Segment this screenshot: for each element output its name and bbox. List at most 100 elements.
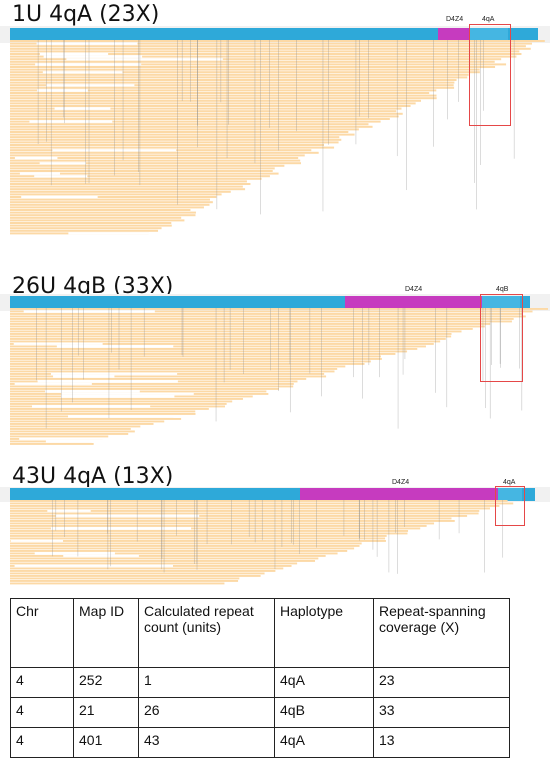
read-bar bbox=[10, 428, 131, 430]
read-bar bbox=[10, 510, 480, 512]
read-bar bbox=[10, 525, 427, 527]
header-cell: Repeat-spanning coverage (X) bbox=[373, 598, 510, 668]
read-bar bbox=[10, 79, 457, 81]
read-bar bbox=[10, 520, 455, 522]
read-gap bbox=[35, 63, 142, 66]
read-bar bbox=[10, 580, 239, 582]
read-gap bbox=[14, 383, 92, 385]
read-bar bbox=[10, 206, 204, 209]
read-gap bbox=[19, 438, 168, 440]
reads-pileup bbox=[10, 40, 545, 235]
read-bar bbox=[10, 400, 233, 403]
read-gap bbox=[39, 53, 109, 55]
panel-3: 43U 4qA (13X) D4Z4 4qA bbox=[0, 460, 550, 590]
read-bar bbox=[10, 66, 496, 68]
read-bar bbox=[10, 388, 279, 390]
read-bar bbox=[10, 355, 381, 358]
read-bar bbox=[10, 313, 523, 315]
haplotype-segment bbox=[482, 296, 520, 309]
table-cell: 4qA bbox=[274, 667, 374, 698]
read-gap bbox=[61, 393, 194, 395]
read-gap bbox=[21, 196, 98, 198]
read-bar bbox=[10, 92, 430, 94]
haplotype-label: 4qA bbox=[503, 479, 516, 486]
read-bar bbox=[10, 81, 455, 84]
read-gap bbox=[45, 440, 182, 443]
read-bar bbox=[10, 540, 386, 542]
read-bar bbox=[10, 517, 452, 520]
reference-bar bbox=[10, 28, 538, 41]
highlight-box bbox=[495, 486, 525, 526]
read-gap bbox=[10, 540, 63, 542]
read-bar bbox=[10, 47, 531, 50]
read-bar bbox=[10, 383, 294, 385]
reads-pileup bbox=[10, 500, 514, 585]
d4z4-segment bbox=[300, 488, 498, 501]
read-bar bbox=[10, 443, 94, 445]
read-bar bbox=[10, 435, 109, 438]
read-bar bbox=[10, 425, 141, 428]
read-bar bbox=[10, 348, 418, 350]
read-bar bbox=[10, 219, 185, 222]
read-gap bbox=[61, 395, 175, 398]
read-bar bbox=[10, 350, 408, 353]
read-bar bbox=[10, 185, 243, 188]
read-bar bbox=[10, 315, 526, 318]
read-bar bbox=[10, 110, 397, 113]
read-bar bbox=[10, 133, 355, 136]
read-bar bbox=[10, 84, 454, 87]
read-bar bbox=[10, 198, 210, 201]
read-bar bbox=[10, 567, 284, 570]
read-gap bbox=[68, 232, 175, 235]
read-bar bbox=[10, 68, 480, 71]
header-cell: Calculated repeat count (units) bbox=[138, 598, 275, 668]
read-bar bbox=[10, 500, 508, 502]
read-gap bbox=[13, 343, 103, 345]
read-bar bbox=[10, 512, 479, 515]
panel-2: 26U 4qB (33X) D4Z4 4qB bbox=[0, 274, 550, 460]
read-bar bbox=[10, 360, 371, 363]
d4z4-label: D4Z4 bbox=[446, 16, 464, 23]
d4z4-label: D4Z4 bbox=[405, 286, 423, 293]
read-bar bbox=[10, 413, 196, 415]
read-bar bbox=[10, 209, 191, 211]
read-bar bbox=[10, 42, 532, 45]
read-gap bbox=[37, 89, 88, 92]
read-bar bbox=[10, 505, 500, 507]
read-bar bbox=[10, 577, 240, 580]
read-bar bbox=[10, 112, 403, 115]
read-gap bbox=[50, 373, 178, 375]
read-bar bbox=[10, 157, 299, 159]
read-bar bbox=[10, 560, 316, 562]
read-gap bbox=[34, 552, 115, 555]
read-bar bbox=[10, 570, 276, 572]
read-bar bbox=[10, 229, 159, 232]
table-row: 4 401 43 4qA 13 bbox=[10, 727, 510, 758]
read-bar bbox=[10, 201, 213, 204]
table-cell: 4qB bbox=[274, 697, 374, 728]
read-bar bbox=[10, 203, 210, 206]
read-bar bbox=[10, 310, 533, 313]
haplotype-segment bbox=[498, 488, 522, 501]
table-cell: 26 bbox=[138, 697, 275, 728]
read-bar bbox=[10, 330, 462, 333]
read-bar bbox=[10, 40, 545, 42]
read-bar bbox=[10, 107, 402, 110]
read-bar bbox=[10, 522, 435, 525]
read-bar bbox=[10, 328, 473, 330]
read-bar bbox=[10, 128, 359, 131]
read-bar bbox=[10, 102, 416, 105]
read-bar bbox=[10, 196, 217, 198]
read-bar bbox=[10, 180, 247, 183]
read-bar bbox=[10, 562, 298, 565]
read-gap bbox=[39, 162, 86, 165]
haplotype-label: 4qA bbox=[482, 16, 495, 23]
read-bar bbox=[10, 370, 335, 373]
read-bar bbox=[10, 545, 360, 547]
read-bar bbox=[10, 73, 469, 76]
read-bar bbox=[10, 224, 172, 227]
read-bar bbox=[10, 418, 182, 420]
read-bar bbox=[10, 423, 154, 425]
read-gap bbox=[46, 84, 135, 87]
read-bar bbox=[10, 430, 135, 433]
